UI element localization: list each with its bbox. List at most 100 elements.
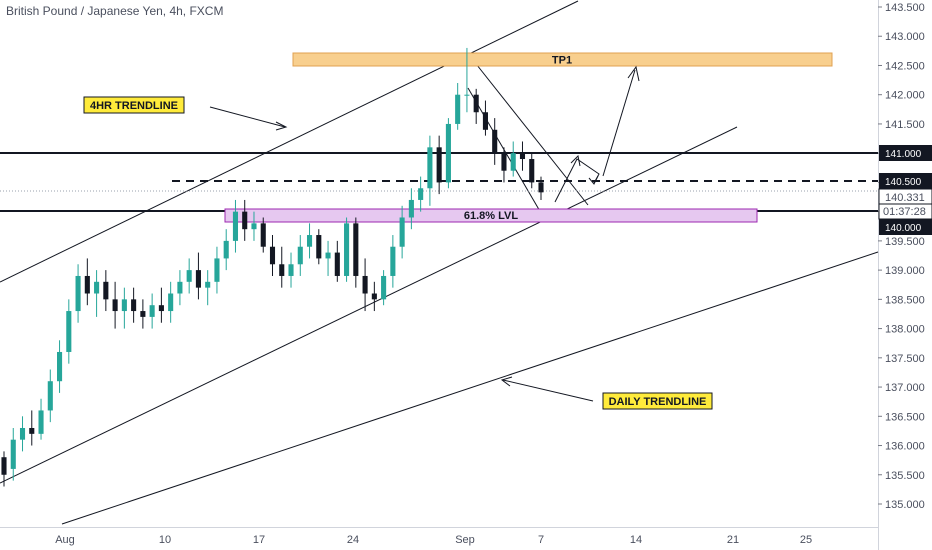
candle-body	[112, 299, 118, 312]
badge-last-price: 140.331	[885, 192, 925, 204]
badge-141-bg	[879, 145, 932, 161]
candle-body	[436, 147, 442, 183]
y-tick-label: 138.500	[885, 294, 925, 306]
candle-body	[158, 305, 164, 312]
daily-trendline[interactable]	[61, 251, 879, 525]
y-tick-label: 141.500	[885, 119, 925, 131]
candle-body	[353, 223, 359, 276]
candle-body	[75, 275, 81, 312]
candle-body	[529, 159, 535, 183]
candle-body	[121, 299, 127, 312]
y-tick-label: 139.000	[885, 265, 925, 277]
drawings-layer: TP1 61.8% LVL 4HR TRENDLINE DAILY TRENDL…	[0, 0, 879, 525]
candle-body	[325, 252, 331, 259]
fib-618-zone[interactable]	[224, 208, 758, 223]
y-tick-label: 137.000	[885, 382, 925, 394]
candle-body	[47, 381, 53, 411]
badge-1405-bg	[879, 173, 932, 189]
badge-140: 140.000	[885, 223, 922, 234]
candle-body	[177, 281, 183, 294]
candle-body	[455, 94, 461, 124]
candle-body	[214, 258, 220, 282]
candle-body	[242, 211, 248, 230]
x-tick-label: 21	[727, 534, 739, 546]
y-tick-label: 137.500	[885, 353, 925, 365]
x-tick-label: Sep	[455, 534, 475, 546]
x-tick-label: 24	[347, 534, 359, 546]
projection-arrowhead-1	[570, 154, 581, 167]
daily-label: DAILY TRENDLINE	[609, 396, 707, 408]
price-badges: 141.000 140.500 140.331 01:37:28 140.000	[878, 145, 932, 235]
daily-pointer-head	[500, 376, 513, 387]
candle-body	[408, 199, 414, 218]
down-channel-lower-line[interactable]	[467, 87, 542, 214]
fib-618-label: 61.8% LVL	[464, 210, 518, 222]
candle-body	[501, 153, 507, 171]
upper-4h-trendline[interactable]	[0, 0, 579, 283]
y-tick-label: 135.500	[885, 470, 925, 482]
candle-body	[538, 182, 544, 193]
candle-body	[381, 275, 387, 300]
candle-body	[371, 293, 377, 300]
trend4h-label-box[interactable]	[83, 96, 185, 114]
lower-4h-trendline[interactable]	[0, 126, 738, 484]
badge-141: 141.000	[885, 149, 922, 160]
candle-body	[427, 147, 433, 189]
candle-body	[316, 235, 322, 259]
y-tick-label: 143.500	[885, 2, 925, 14]
candle-body	[140, 311, 146, 317]
x-tick-label: 14	[630, 534, 642, 546]
y-tick-label: 142.500	[885, 60, 925, 72]
candle-body	[473, 94, 479, 113]
badge-countdown: 01:37:28	[883, 206, 926, 218]
y-tick-label: 136.500	[885, 411, 925, 423]
candle-body	[1, 457, 7, 475]
candle-body	[84, 275, 90, 294]
candle-body	[131, 299, 137, 312]
candle-body	[186, 270, 192, 282]
projection-arrowhead-3	[627, 65, 640, 82]
candle-body	[344, 223, 350, 276]
candle-body	[306, 235, 313, 247]
candle-body	[445, 123, 451, 183]
candle-body	[232, 211, 239, 241]
chart-title: British Pound / Japanese Yen, 4h, FXCM	[6, 4, 223, 18]
candle-body	[464, 94, 470, 96]
y-tick-label: 135.000	[885, 499, 925, 511]
candle-body	[297, 246, 303, 265]
candle-body	[390, 246, 396, 276]
candle-body	[334, 252, 340, 276]
trend4h-label: 4HR TRENDLINE	[90, 100, 178, 112]
candle-body	[288, 264, 294, 276]
y-tick-label: 136.000	[885, 441, 925, 453]
badge-140-bg	[879, 219, 932, 235]
candlestick-series	[1, 47, 544, 487]
trend4h-pointer-head	[275, 121, 288, 131]
candle-body	[103, 281, 109, 300]
daily-label-box[interactable]	[602, 392, 713, 410]
candle-body	[492, 129, 498, 154]
candle-body	[251, 223, 257, 230]
candle-body	[482, 112, 488, 130]
y-tick-label: 139.500	[885, 236, 925, 248]
x-tick-label: 10	[159, 534, 171, 546]
candle-body	[195, 270, 201, 288]
x-tick-label: Aug	[55, 534, 75, 546]
candle-body	[38, 410, 44, 434]
daily-pointer	[502, 379, 594, 402]
candle-body	[149, 305, 155, 317]
candle-body	[10, 439, 16, 469]
candle-body	[362, 275, 368, 294]
candle-body	[223, 240, 229, 259]
candle-body	[260, 223, 266, 247]
candle-body	[168, 293, 174, 312]
tp1-zone[interactable]	[292, 52, 833, 67]
candle-body	[279, 264, 285, 276]
candle-body	[29, 427, 35, 434]
candle-body	[510, 153, 516, 171]
time-axis: Aug 10 17 24 Sep 7 14 21 25	[55, 534, 812, 546]
candle-body	[94, 281, 100, 294]
trend4h-pointer	[209, 106, 286, 128]
badge-1405: 140.500	[885, 177, 922, 188]
